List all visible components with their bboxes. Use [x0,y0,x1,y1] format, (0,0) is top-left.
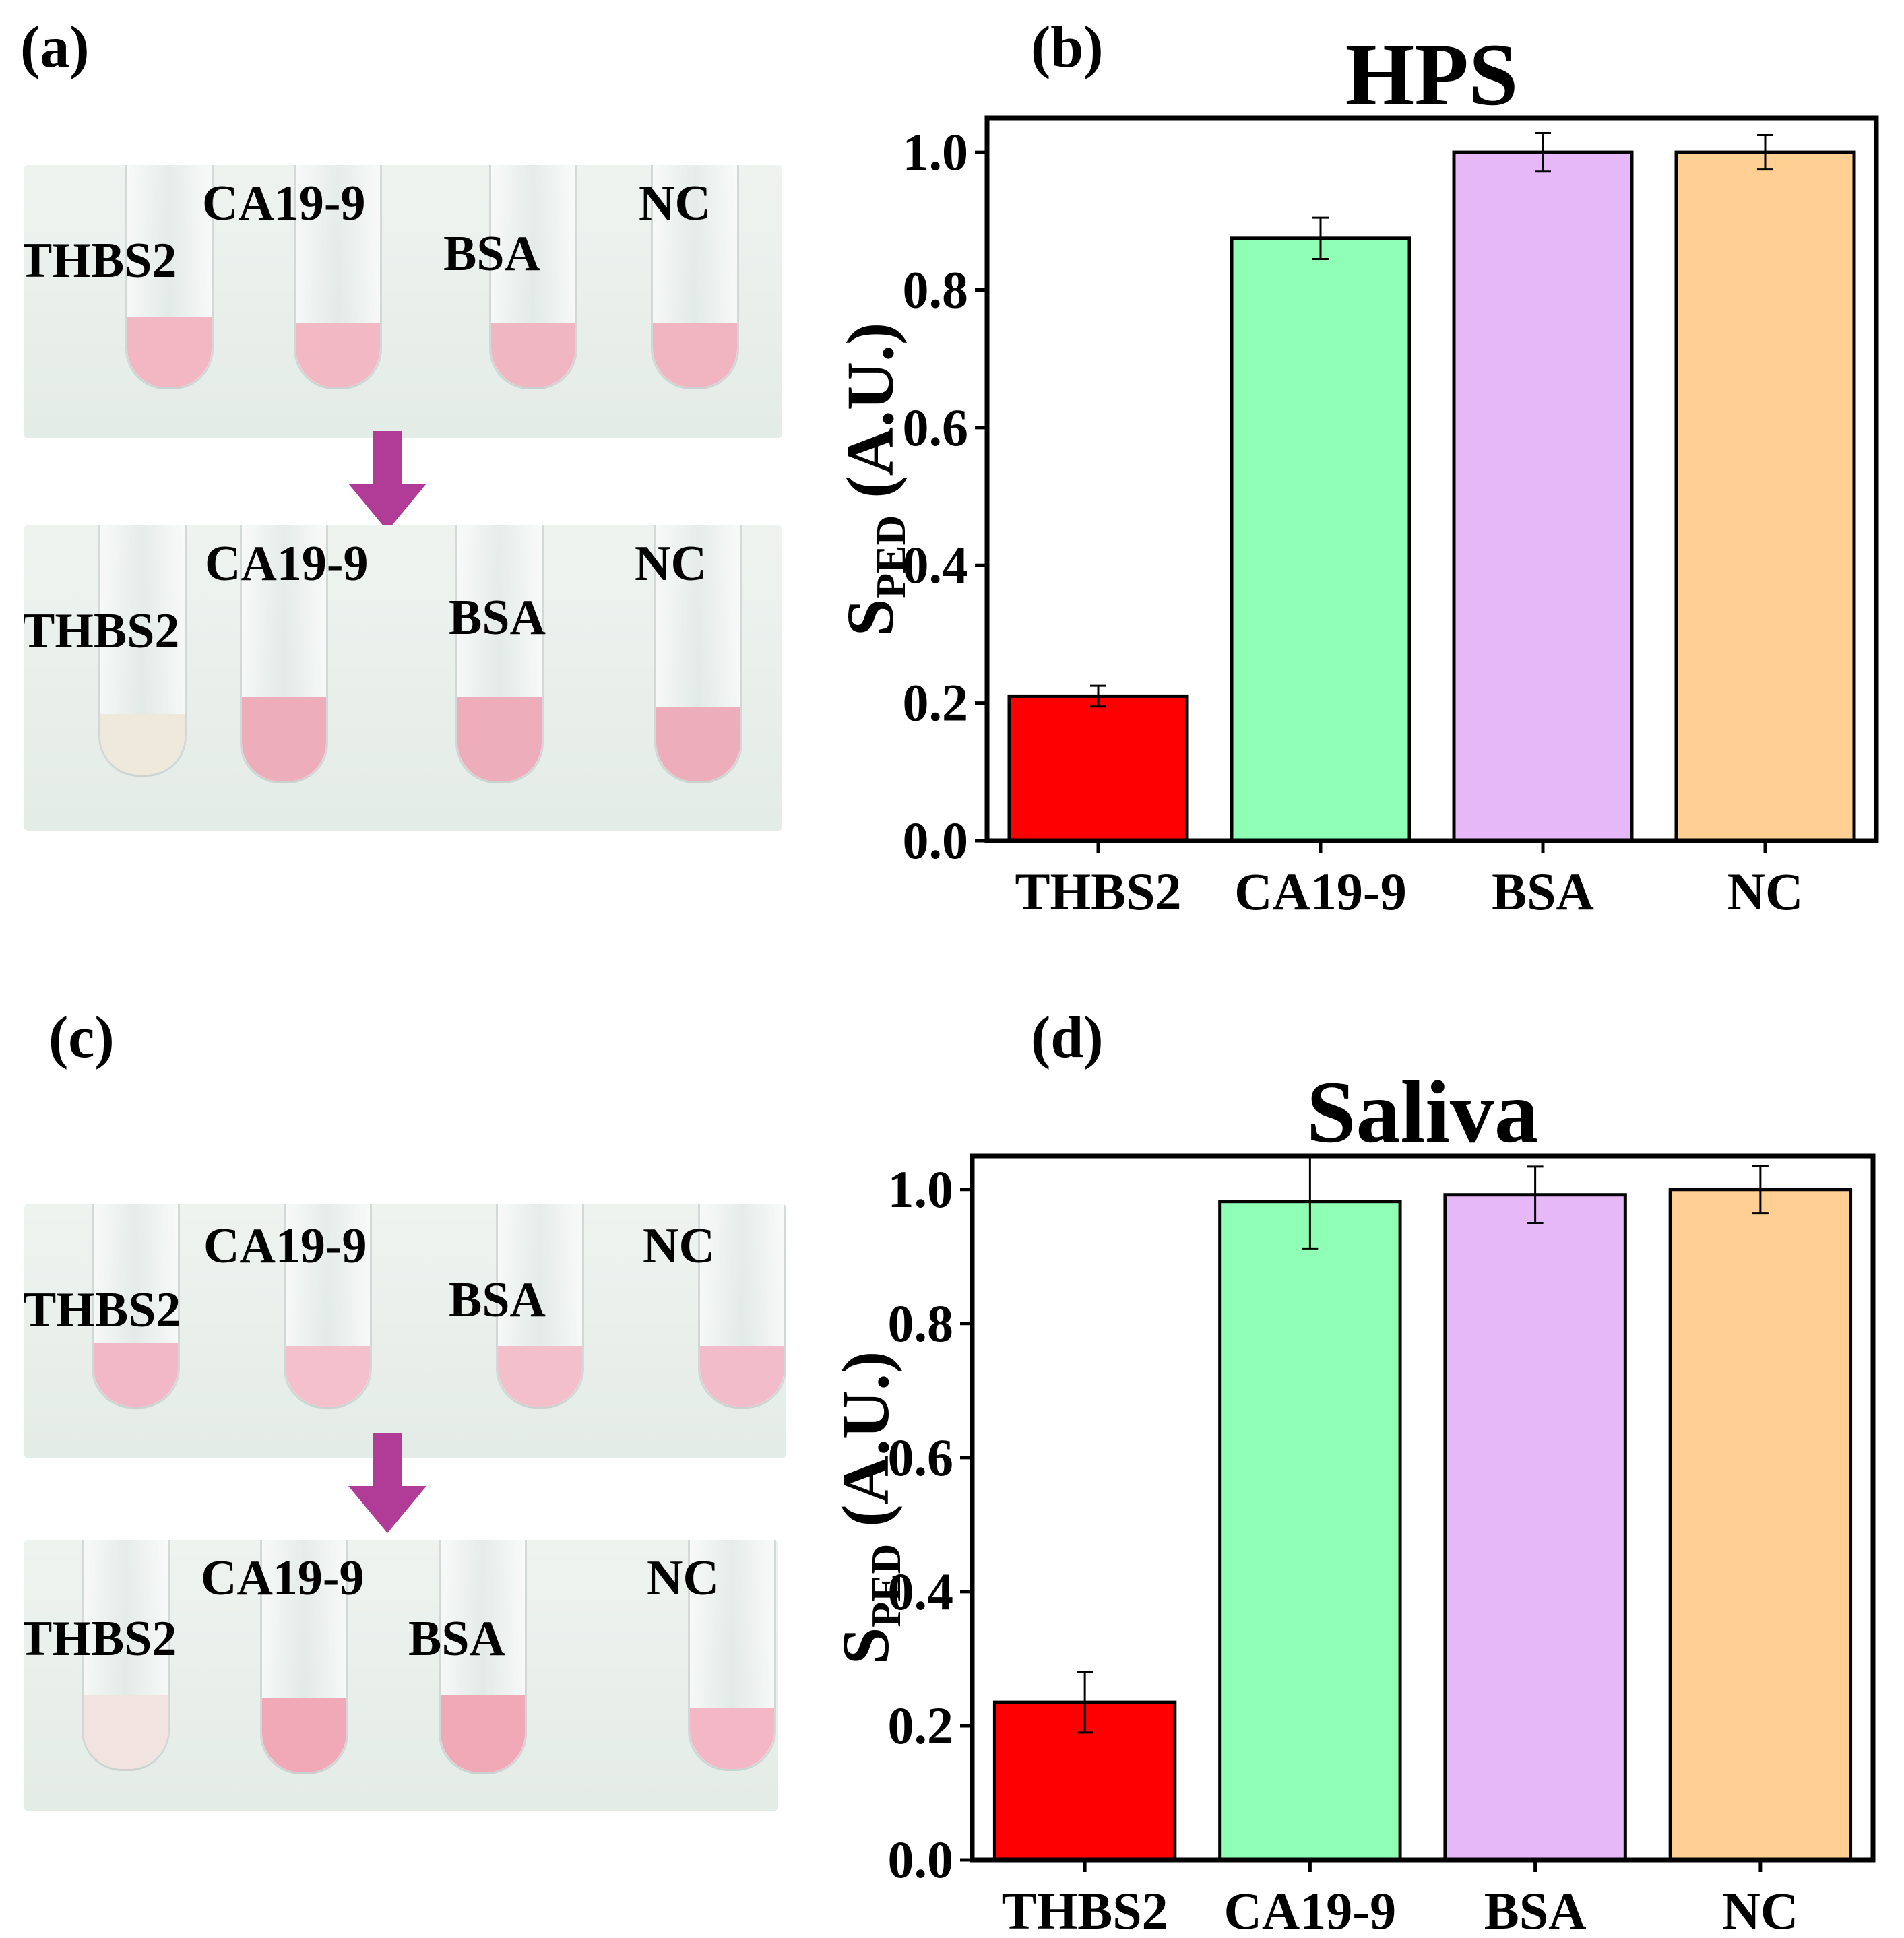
x-tick-label: CA19-9 [1224,1881,1397,1938]
tube-label-thbs2: THBS2 [24,1611,177,1667]
bar-ca19-9 [1218,1200,1402,1862]
bar-bsa [1452,150,1634,843]
tube-liquid [296,323,380,387]
tube-label-thbs2: THBS2 [24,233,177,288]
y-axis-label: SPED (A.U.) [833,323,914,637]
y-tick-label: 0.0 [903,811,969,870]
chart-title: Saliva [1306,1062,1539,1161]
chart-hps: HPS THBS2 CA19-9 BSA NC 0.0 0.2 0.4 0.6 0.8 1.0 SPE… [833,25,1879,921]
tube-bsa [489,165,577,389]
tube-thbs2 [92,1204,180,1409]
photo-c-after: THBS2 CA19-9 BSA NC [24,1540,778,1811]
plot-frame [984,115,1879,843]
tube-liquid [491,323,575,387]
tube-thbs2 [98,525,187,777]
y-tick-label: 0.4 [888,1562,954,1621]
tube-label-bsa: BSA [443,226,540,282]
y-axis-label-sub: PED [864,1544,910,1627]
tube-liquid [457,697,542,781]
tube-label-ca19-9: CA19-9 [201,1551,364,1606]
tube-nc [698,1204,786,1409]
tube-label-thbs2: THBS2 [24,604,180,659]
photo-a-before: THBS2 CA19-9 BSA NC [24,165,782,438]
x-tick-label: NC [1727,862,1804,921]
tube-bsa [496,1204,584,1409]
tube-liquid [286,1346,370,1407]
tube-label-nc: NC [635,536,707,591]
x-tick-label: BSA [1492,862,1594,921]
x-tick-label: BSA [1484,1881,1587,1938]
plot-frame [970,1153,1876,1863]
bar-ca19-9 [1230,236,1411,843]
tube-liquid [84,1695,168,1769]
tube-bsa [455,525,544,783]
y-tick-label: 0.2 [888,1696,954,1755]
bar-thbs2 [1007,694,1189,843]
y-tick-label: 0.8 [903,260,969,319]
tube-bsa [439,1540,527,1774]
y-axis-label-unit: (A.U.) [833,323,908,515]
y-axis-label-main: S [828,1627,903,1665]
bar-bsa [1443,1193,1627,1862]
photo-a-after: THBS2 CA19-9 BSA NC [24,525,782,831]
tube-thbs2 [125,165,214,389]
tube-liquid [700,1346,784,1407]
tube-label-nc: NC [647,1551,719,1606]
tube-liquid [690,1708,774,1769]
y-tick-label: 0.4 [903,536,969,594]
photo-c-before: THBS2 CA19-9 BSA NC [24,1204,786,1458]
tube-nc [651,165,739,389]
tube-liquid [262,1698,346,1772]
tube-liquid [242,697,326,781]
tube-label-ca19-9: CA19-9 [205,536,369,591]
y-tick-label: 0.6 [888,1428,954,1487]
y-tick-label: 1.0 [903,123,969,181]
bar-nc [1668,1188,1853,1862]
x-tick-label: CA19-9 [1234,862,1407,921]
panel-label-a: (a) [20,15,90,80]
panel-label-c: (c) [49,1005,115,1070]
arrow-down-icon [348,431,426,531]
arrow-down-icon [348,1433,426,1533]
tube-liquid [498,1346,582,1407]
x-tick-label: THBS2 [1002,1881,1168,1938]
tube-liquid [656,707,740,781]
y-axis-label-sub: PED [868,515,914,599]
tube-thbs2 [82,1540,170,1771]
chart-saliva: Saliva THBS2 CA19-9 BSA NC 0.0 0.2 0.4 0.6 0.8 1.0… [828,1062,1876,1938]
tube-liquid [127,317,212,387]
tube-ca19-9 [294,165,382,389]
y-tick-label: 0.8 [888,1294,954,1353]
x-tick-label: THBS2 [1015,862,1181,921]
tube-label-nc: NC [639,176,711,231]
tube-liquid [94,1343,178,1407]
tube-ca19-9 [260,1540,348,1774]
tube-label-ca19-9: CA19-9 [203,1219,367,1274]
tube-label-bsa: BSA [408,1611,505,1667]
y-axis-label-unit: (A.U.) [828,1351,903,1544]
tube-ca19-9 [240,525,328,783]
y-tick-label: 0.0 [888,1830,954,1889]
y-axis-label: SPED (A.U.) [828,1351,910,1665]
tube-label-ca19-9: CA19-9 [202,176,366,231]
x-tick-label: NC [1723,1881,1799,1938]
tube-liquid [653,323,737,387]
y-tick-label: 0.6 [903,398,969,457]
panel-label-d: (d) [1031,1005,1104,1070]
tube-label-thbs2: THBS2 [24,1283,181,1338]
tube-liquid [441,1695,525,1772]
tube-label-bsa: BSA [449,590,546,645]
tube-nc [688,1540,776,1771]
y-tick-label: 0.2 [903,674,969,732]
tube-label-nc: NC [643,1219,715,1274]
tube-nc [654,525,742,783]
tube-liquid [100,714,185,775]
chart-title: HPS [1345,25,1519,124]
y-axis-label-main: S [833,599,908,637]
bar-nc [1674,150,1856,843]
panel-label-b: (b) [1031,15,1104,80]
y-tick-label: 1.0 [888,1160,954,1219]
tube-label-bsa: BSA [449,1272,546,1328]
tube-ca19-9 [284,1204,372,1409]
